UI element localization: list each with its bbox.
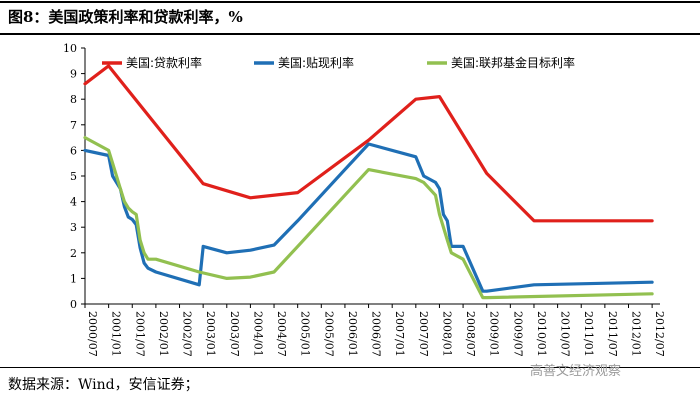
chart-legend: 美国:贷款利率 美国:贴现利率 美国:联邦基金目标利率 [102, 55, 575, 70]
x-tick-label: 2008/07 [464, 311, 477, 357]
x-tick-label: 2012/01 [629, 311, 642, 357]
x-tick-label: 2011/07 [606, 311, 619, 357]
top-rule [0, 1, 700, 3]
x-tick-label: 2004/07 [275, 311, 288, 357]
y-tick-label: 0 [70, 298, 77, 311]
y-tick-label: 2 [70, 247, 77, 260]
x-tick-label: 2011/01 [582, 311, 595, 357]
x-tick-label: 2002/01 [157, 311, 170, 357]
x-tick-label: 2004/01 [251, 311, 264, 357]
x-tick-label: 2010/07 [559, 311, 572, 357]
series-line-0 [83, 64, 654, 223]
y-tick-label: 7 [70, 119, 77, 132]
x-tick-label: 2003/01 [204, 311, 217, 357]
x-tick-label: 2008/01 [440, 311, 453, 357]
x-tick-label: 2005/01 [299, 311, 312, 357]
x-tick-label: 2006/01 [346, 311, 359, 357]
x-tick-label: 2005/07 [322, 311, 335, 357]
series-line-2 [83, 136, 654, 300]
title-rule [0, 33, 700, 35]
bottom-rule [0, 367, 700, 368]
y-tick-label: 9 [70, 68, 77, 81]
y-tick-label: 5 [70, 170, 77, 183]
figure-title: 图8：美国政策利率和贷款利率，% [8, 8, 243, 26]
series-layer [83, 64, 654, 300]
x-tick-label: 2010/01 [535, 311, 548, 357]
y-tick-label: 4 [70, 196, 77, 209]
x-tick-label: 2001/07 [133, 311, 146, 357]
legend-label-0: 美国:贷款利率 [126, 55, 202, 70]
y-tick-label: 8 [70, 93, 77, 106]
legend-label-2: 美国:联邦基金目标利率 [451, 55, 575, 70]
y-tick-label: 1 [70, 272, 77, 285]
x-tick-label: 2007/01 [393, 311, 406, 357]
x-tick-label: 2009/01 [488, 311, 501, 357]
y-tick-label: 3 [70, 221, 77, 234]
x-tick-label: 2012/07 [653, 311, 666, 357]
x-tick-label: 2000/07 [86, 311, 99, 357]
chart-axes: 0 1 2 3 4 5 6 7 8 9 10 2000/07 2001/01 2001/07 2002/01… [63, 42, 666, 357]
data-source-note: 数据来源：Wind，安信证券； [8, 377, 199, 393]
x-tick-label: 2007/07 [417, 311, 430, 357]
y-tick-label: 10 [63, 42, 77, 55]
x-tick-label: 2002/07 [181, 311, 194, 357]
y-tick-label: 6 [70, 144, 77, 157]
x-tick-label: 2006/07 [370, 311, 383, 357]
x-tick-label: 2001/01 [110, 311, 123, 357]
series-line-1 [83, 142, 654, 293]
legend-label-1: 美国:贴现利率 [278, 55, 354, 70]
x-tick-label: 2003/07 [228, 311, 241, 357]
watermark: 高善文经济观察 [530, 364, 622, 379]
x-tick-label: 2009/07 [511, 311, 524, 357]
